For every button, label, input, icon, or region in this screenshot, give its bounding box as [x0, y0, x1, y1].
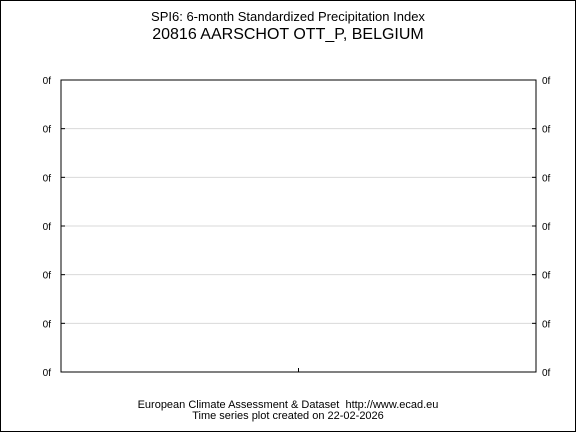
y-tick-label-left-5: 0f — [43, 319, 52, 330]
y-tick-label-left-6: 0f — [43, 368, 52, 379]
tick-marks — [61, 79, 536, 373]
y-tick-label-right-5: 0f — [542, 319, 551, 330]
y-tick-label-right-0: 0f — [542, 76, 551, 87]
y-tick-label-left-2: 0f — [43, 173, 52, 184]
chart-subtitle: 20816 AARSCHOT OTT_P, BELGIUM — [152, 26, 424, 43]
chart-title: SPI6: 6-month Standardized Precipitation… — [151, 9, 425, 24]
grid-lines — [61, 128, 536, 324]
footer-created-date: Time series plot created on 22-02-2026 — [192, 410, 384, 422]
tick-labels: 0f 0f 0f 0f 0f 0f 0f 0f 0f 0f 0f 0f 0f 0f — [43, 76, 551, 379]
y-tick-label-left-4: 0f — [43, 271, 52, 282]
y-tick-label-right-1: 0f — [542, 125, 551, 136]
y-tick-label-right-6: 0f — [542, 368, 551, 379]
y-tick-label-left-3: 0f — [43, 222, 52, 233]
y-tick-label-left-1: 0f — [43, 125, 52, 136]
footer-source: European Climate Assessment & Dataset ht… — [137, 399, 439, 411]
y-tick-label-left-0: 0f — [43, 76, 52, 87]
y-tick-label-right-4: 0f — [542, 271, 551, 282]
y-tick-label-right-2: 0f — [542, 173, 551, 184]
y-tick-label-right-3: 0f — [542, 222, 551, 233]
